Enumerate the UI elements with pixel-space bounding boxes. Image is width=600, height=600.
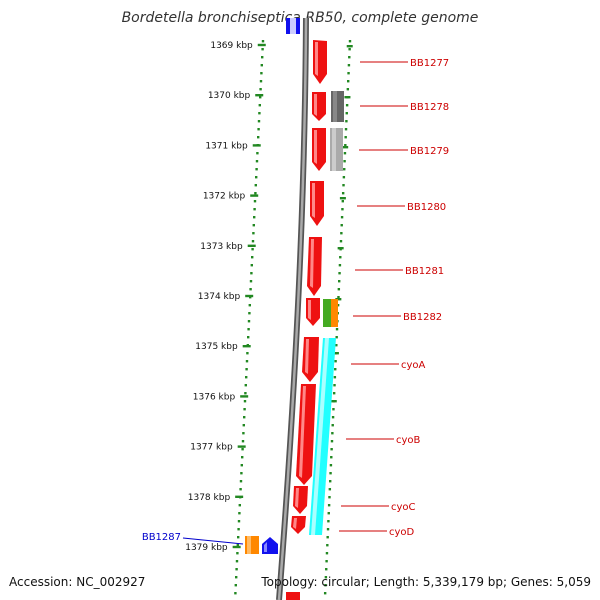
gene-label-cyoD[interactable]: cyoD bbox=[389, 527, 415, 538]
gene-label-cyoA[interactable]: cyoA bbox=[401, 360, 426, 371]
gene-BB1282[interactable] bbox=[306, 298, 320, 326]
cog-box-light-highlight bbox=[332, 128, 336, 171]
gene-label-BB1282[interactable]: BB1282 bbox=[403, 312, 442, 323]
gene-label-cyoB[interactable]: cyoB bbox=[396, 435, 421, 446]
gene-cyoB[interactable] bbox=[296, 384, 316, 485]
ruler-tick-mark bbox=[252, 144, 261, 147]
gene-BB1279[interactable] bbox=[312, 128, 326, 171]
forward-gene-fragment-top-highlight bbox=[290, 18, 296, 34]
gene-fragment-bottom bbox=[286, 592, 300, 600]
gene-label-cyoC[interactable]: cyoC bbox=[391, 502, 416, 513]
ruler-tick-label: 1376 kbp bbox=[193, 392, 236, 402]
gene-label-BB1280[interactable]: BB1280 bbox=[407, 202, 446, 213]
ruler-tick-mark bbox=[242, 345, 251, 348]
gene-BB1278[interactable] bbox=[312, 92, 326, 121]
ruler-tick-mark bbox=[235, 495, 244, 498]
ruler-tick-label: 1377 kbp bbox=[190, 443, 233, 453]
ruler-tick-label: 1369 kbp bbox=[210, 41, 253, 51]
gene-cyoA[interactable] bbox=[302, 337, 319, 382]
dotted-frame bbox=[234, 40, 353, 595]
kbp-ruler: 1369 kbp 1370 kbp 1371 kbp 1372 kbp 1373 kbp… bbox=[185, 41, 266, 553]
ruler-tick-label: 1375 kbp bbox=[195, 342, 238, 352]
gene-cyoD[interactable] bbox=[291, 516, 306, 534]
ruler-tick-label: 1371 kbp bbox=[205, 141, 248, 151]
ruler-tick-label: 1370 kbp bbox=[208, 91, 251, 101]
ruler-tick-mark bbox=[257, 43, 266, 47]
ruler-tick-mark bbox=[240, 395, 249, 398]
cog-band-cyan-highlight bbox=[311, 338, 329, 535]
gene-label-BB1279[interactable]: BB1279 bbox=[410, 146, 449, 157]
genome-backbone bbox=[276, 17, 309, 600]
ruler-tick-mark bbox=[247, 244, 256, 247]
gene-labels: BB1277 BB1278 BB1279 BB1280 BB1281 BB1282 cyoA… bbox=[142, 58, 449, 545]
cog-box-orange bbox=[331, 299, 338, 327]
accession-text: Accession: NC_002927 bbox=[9, 575, 146, 589]
ruler-tick-mark bbox=[250, 194, 259, 197]
cog-box-light bbox=[330, 128, 343, 171]
ruler-tick-label: 1378 kbp bbox=[188, 493, 231, 503]
gene-BB1287[interactable] bbox=[262, 537, 278, 554]
gene-BB1280[interactable] bbox=[310, 181, 324, 226]
ruler-tick-label: 1372 kbp bbox=[203, 192, 246, 202]
genome-summary-text: Topology: circular; Length: 5,339,179 bp… bbox=[261, 575, 591, 589]
gene-BB1281[interactable] bbox=[307, 237, 322, 296]
ruler-tick-mark bbox=[237, 445, 246, 448]
ruler-tick-mark bbox=[255, 94, 264, 97]
gene-label-BB1281[interactable]: BB1281 bbox=[405, 266, 444, 277]
gene-label-leader bbox=[182, 537, 244, 545]
ruler-tick-label: 1373 kbp bbox=[200, 242, 243, 252]
cog-box-dark-highlight bbox=[333, 91, 337, 122]
genome-backbone-highlight bbox=[277, 17, 308, 600]
cog-box-orange-bb1287-highlight bbox=[247, 536, 251, 554]
gene-label-BB1287[interactable]: BB1287 bbox=[142, 532, 181, 543]
ruler-tick-label: 1374 kbp bbox=[198, 292, 241, 302]
ruler-tick-label: 1379 kbp bbox=[185, 543, 228, 553]
gene-cyoC[interactable] bbox=[293, 486, 308, 514]
gene-label-BB1278[interactable]: BB1278 bbox=[410, 102, 449, 113]
gene-label-BB1277[interactable]: BB1277 bbox=[410, 58, 449, 69]
cog-box-green bbox=[323, 299, 331, 327]
ruler-tick-mark bbox=[245, 294, 254, 298]
ruler-tick-mark bbox=[232, 545, 241, 549]
gene-BB1277[interactable] bbox=[313, 40, 327, 84]
cog-box-dark bbox=[331, 91, 344, 122]
